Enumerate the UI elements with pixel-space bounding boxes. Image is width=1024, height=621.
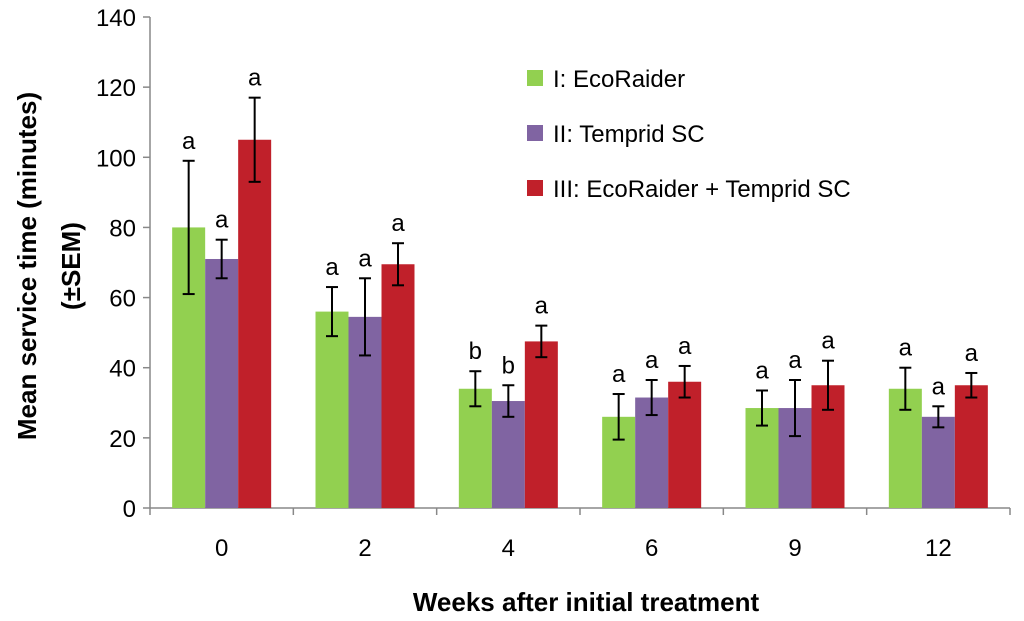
significance-letter: a <box>899 335 913 362</box>
bars-layer <box>172 139 988 508</box>
x-tick-label: 4 <box>502 535 515 562</box>
bar-1-2 <box>315 311 349 508</box>
bar-2-4 <box>491 401 525 508</box>
significance-letter: a <box>755 358 769 385</box>
significance-letter: a <box>965 340 979 367</box>
x-tick-label: 6 <box>645 535 658 562</box>
significance-letter: a <box>391 210 405 237</box>
significance-letter: a <box>678 333 692 360</box>
bar-3-6 <box>668 381 702 508</box>
y-tick-label: 0 <box>123 496 136 523</box>
significance-letter: a <box>325 254 339 281</box>
bar-3-12 <box>954 385 988 508</box>
x-axis-label: Weeks after initial treatment <box>413 587 760 617</box>
significance-letter: a <box>932 373 946 400</box>
y-tick-label: 100 <box>96 145 136 172</box>
bar-2-0 <box>205 258 239 508</box>
significance-letter: a <box>645 347 659 374</box>
legend-label-3: III: EcoRaider + Temprid SC <box>553 176 851 203</box>
bar-3-2 <box>381 264 415 508</box>
significance-letter: a <box>248 65 262 92</box>
significance-letter: b <box>469 338 482 365</box>
significance-letter: a <box>788 347 802 374</box>
significance-letter: a <box>358 245 372 272</box>
y-tick-label: 60 <box>109 286 136 313</box>
legend-label-2: II: Temprid SC <box>553 121 705 148</box>
significance-letter: a <box>535 293 549 320</box>
x-tick-label: 12 <box>925 535 952 562</box>
axes-layer: 0 20 40 60 80 100 120 140 0 2 4 6 9 12 <box>96 5 1011 562</box>
bar-3-4 <box>524 341 558 508</box>
bar-2-12 <box>921 416 955 508</box>
legend: I: EcoRaider II: Temprid SC III: EcoRaider… <box>527 66 851 203</box>
y-axis-label-line2: (±SEM) <box>56 222 86 310</box>
y-axis-label-line1: Mean service time (minutes) <box>12 92 42 440</box>
significance-letter: a <box>612 361 626 388</box>
y-tick-label: 120 <box>96 75 136 102</box>
significance-letter: b <box>502 352 515 379</box>
significance-letter: a <box>821 328 835 355</box>
x-tick-label: 9 <box>788 535 801 562</box>
bar-1-4 <box>458 388 492 508</box>
legend-swatch-1 <box>527 70 543 86</box>
x-tick-label: 2 <box>358 535 371 562</box>
legend-swatch-3 <box>527 180 543 196</box>
y-tick-label: 80 <box>109 215 136 242</box>
x-tick-label: 0 <box>215 535 228 562</box>
significance-letter: a <box>182 128 196 155</box>
bar-3-0 <box>238 139 272 508</box>
error-bars-layer <box>182 96 978 441</box>
y-tick-label: 40 <box>109 356 136 383</box>
legend-label-1: I: EcoRaider <box>553 66 685 93</box>
legend-swatch-2 <box>527 125 543 141</box>
y-tick-label: 140 <box>96 5 136 32</box>
significance-letter: a <box>215 207 229 234</box>
y-tick-label: 20 <box>109 426 136 453</box>
